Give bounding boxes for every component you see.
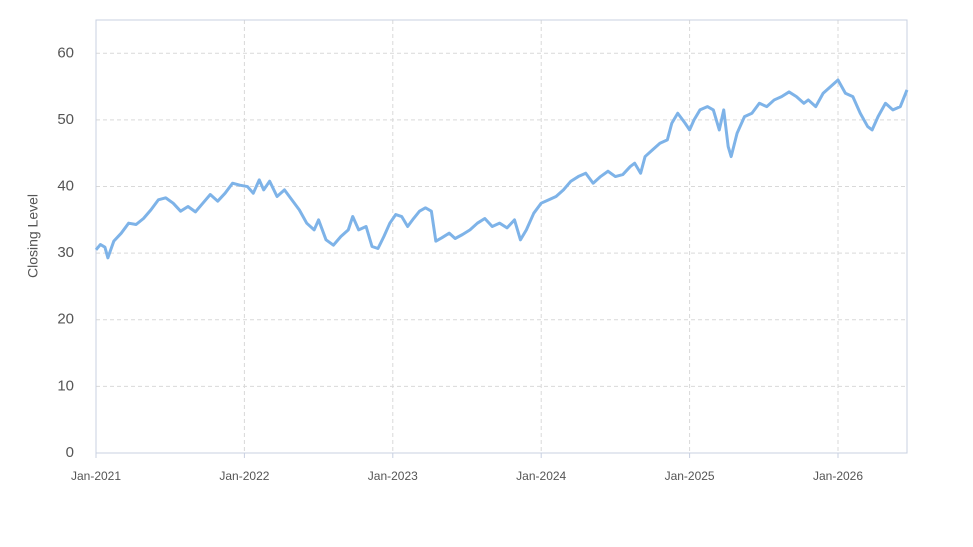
x-tick-label: Jan-2025 <box>665 469 715 483</box>
data-line <box>94 78 909 260</box>
y-tick-label: 20 <box>57 311 74 328</box>
x-tick-label: Jan-2026 <box>813 469 863 483</box>
plot-border <box>95 19 908 454</box>
y-tick-label: 10 <box>57 377 74 394</box>
y-axis-label: Closing Level <box>25 194 41 278</box>
y-tick-label: 0 <box>66 444 74 461</box>
x-tick-label: Jan-2023 <box>368 469 418 483</box>
x-tick-label: Jan-2021 <box>71 469 121 483</box>
y-tick-label: 40 <box>57 178 74 195</box>
x-tick-label: Jan-2024 <box>516 469 566 483</box>
x-tick-label: Jan-2022 <box>219 469 269 483</box>
y-tick-label: 50 <box>57 111 74 128</box>
y-tick-label: 30 <box>57 244 74 261</box>
y-tick-label: 60 <box>57 44 74 61</box>
